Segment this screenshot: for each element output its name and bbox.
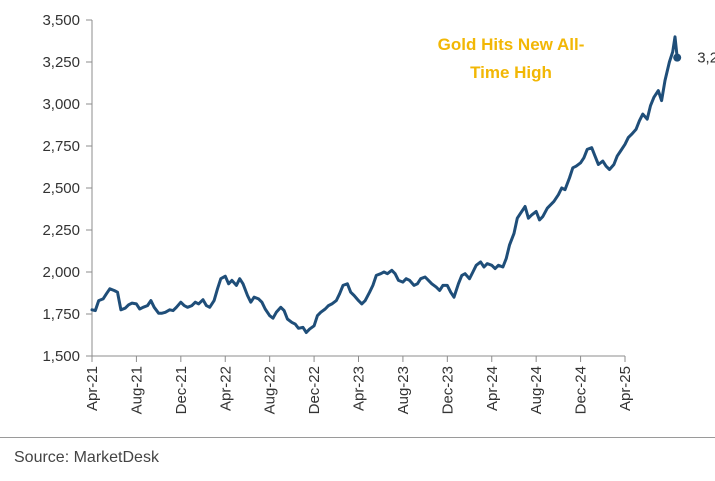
x-axis: Apr-21 Aug-21 Dec-21 Apr-22 Aug-22 Dec-22 Apr-…: [84, 355, 634, 414]
x-tick-label: Apr-23: [351, 366, 368, 411]
y-tick-label: 3,500: [42, 12, 80, 29]
y-tick-label: 2,250: [42, 222, 80, 239]
y-tick-label: 2,500: [42, 180, 80, 197]
x-tick-label: Aug-22: [262, 366, 279, 414]
y-tick-label: 2,750: [42, 138, 80, 155]
y-axis: 1,500 1,750 2,000 2,250 2,500 2,750 3,000 3,250…: [42, 12, 93, 365]
x-tick-label: Dec-22: [306, 366, 323, 414]
x-tick-label: Dec-23: [439, 366, 456, 414]
x-tick-label: Dec-24: [573, 366, 590, 414]
y-tick-label: 1,750: [42, 306, 80, 323]
source-note: Source: MarketDesk: [14, 449, 159, 466]
last-value-label: 3,276: [697, 50, 715, 67]
x-tick-label: Apr-24: [484, 366, 501, 411]
annotation-line-2: Time High: [470, 63, 552, 82]
x-tick-label: Apr-22: [217, 366, 234, 411]
last-value-marker: [673, 53, 682, 62]
y-tick-label: 1,500: [42, 348, 80, 365]
x-tick-label: Aug-23: [395, 366, 412, 414]
x-tick-label: Aug-24: [528, 366, 545, 414]
x-tick-label: Apr-21: [84, 366, 101, 411]
x-tick-label: Dec-21: [173, 366, 190, 414]
footer-divider: [0, 437, 715, 438]
y-tick-label: 3,250: [42, 54, 80, 71]
gold-price-chart: 1,500 1,750 2,000 2,250 2,500 2,750 3,000 3,250…: [42, 12, 715, 414]
annotation-line-1: Gold Hits New All-: [438, 35, 585, 54]
x-tick-label: Apr-25: [617, 366, 634, 411]
gold-price-line: [90, 35, 679, 334]
x-tick-label: Aug-21: [128, 366, 145, 414]
y-tick-label: 2,000: [42, 264, 80, 281]
y-tick-label: 3,000: [42, 96, 80, 113]
